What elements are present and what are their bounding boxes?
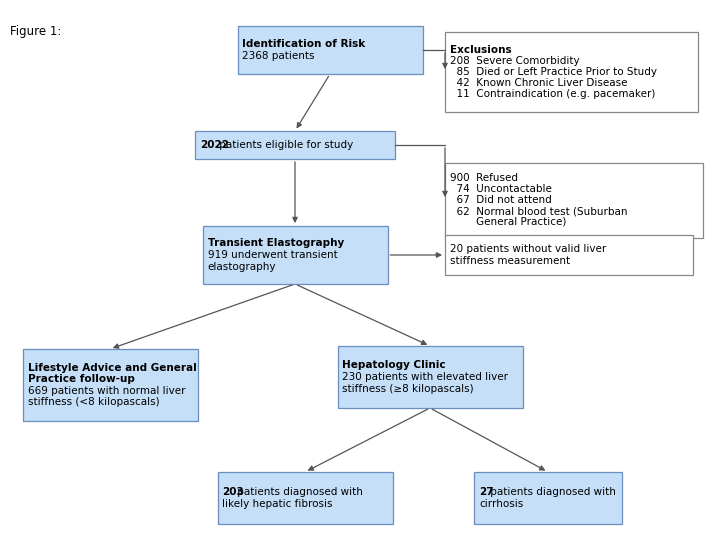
- Text: 230 patients with elevated liver: 230 patients with elevated liver: [343, 372, 508, 382]
- Text: stiffness (≥8 kilopascals): stiffness (≥8 kilopascals): [343, 383, 474, 394]
- Text: 919 underwent transient: 919 underwent transient: [207, 250, 337, 260]
- Text: patients diagnosed with: patients diagnosed with: [487, 487, 616, 497]
- Text: Practice follow-up: Practice follow-up: [27, 374, 135, 384]
- Text: 2368 patients: 2368 patients: [243, 51, 315, 60]
- Text: 20 patients without valid liver: 20 patients without valid liver: [450, 245, 606, 254]
- Bar: [217, 472, 392, 524]
- Text: 27: 27: [479, 487, 494, 497]
- Text: General Practice): General Practice): [450, 217, 567, 227]
- Text: cirrhosis: cirrhosis: [479, 499, 523, 509]
- Text: elastography: elastography: [207, 261, 276, 272]
- Text: Identification of Risk: Identification of Risk: [243, 39, 366, 49]
- Text: 85  Died or Left Practice Prior to Study: 85 Died or Left Practice Prior to Study: [450, 67, 657, 77]
- Text: Exclusions: Exclusions: [450, 45, 512, 55]
- Text: 67  Did not attend: 67 Did not attend: [450, 195, 552, 205]
- Bar: [445, 235, 693, 275]
- Text: Figure 1:: Figure 1:: [10, 25, 61, 38]
- Text: 74  Uncontactable: 74 Uncontactable: [450, 184, 552, 194]
- Bar: [474, 472, 622, 524]
- Bar: [202, 226, 387, 284]
- Bar: [22, 349, 197, 421]
- Text: 203: 203: [222, 487, 244, 497]
- Bar: [195, 131, 395, 159]
- Text: patients diagnosed with: patients diagnosed with: [234, 487, 363, 497]
- Text: Lifestyle Advice and General: Lifestyle Advice and General: [27, 363, 197, 373]
- Text: 900  Refused: 900 Refused: [450, 173, 518, 183]
- Bar: [238, 26, 423, 74]
- Text: Transient Elastography: Transient Elastography: [207, 239, 343, 248]
- Text: 669 patients with normal liver: 669 patients with normal liver: [27, 386, 185, 396]
- Text: likely hepatic fibrosis: likely hepatic fibrosis: [222, 499, 333, 509]
- Text: 42  Known Chronic Liver Disease: 42 Known Chronic Liver Disease: [450, 78, 628, 88]
- Text: stiffness (<8 kilopascals): stiffness (<8 kilopascals): [27, 397, 159, 407]
- Bar: [445, 32, 698, 112]
- Text: 2022: 2022: [200, 140, 229, 150]
- Bar: [445, 163, 703, 238]
- Text: 11  Contraindication (e.g. pacemaker): 11 Contraindication (e.g. pacemaker): [450, 89, 655, 99]
- Text: patients eligible for study: patients eligible for study: [215, 140, 353, 150]
- Text: stiffness measurement: stiffness measurement: [450, 255, 570, 266]
- Text: Hepatology Clinic: Hepatology Clinic: [343, 361, 446, 370]
- Text: 208  Severe Comorbidity: 208 Severe Comorbidity: [450, 56, 580, 66]
- Bar: [338, 346, 523, 408]
- Text: 62  Normal blood test (Suburban: 62 Normal blood test (Suburban: [450, 206, 628, 216]
